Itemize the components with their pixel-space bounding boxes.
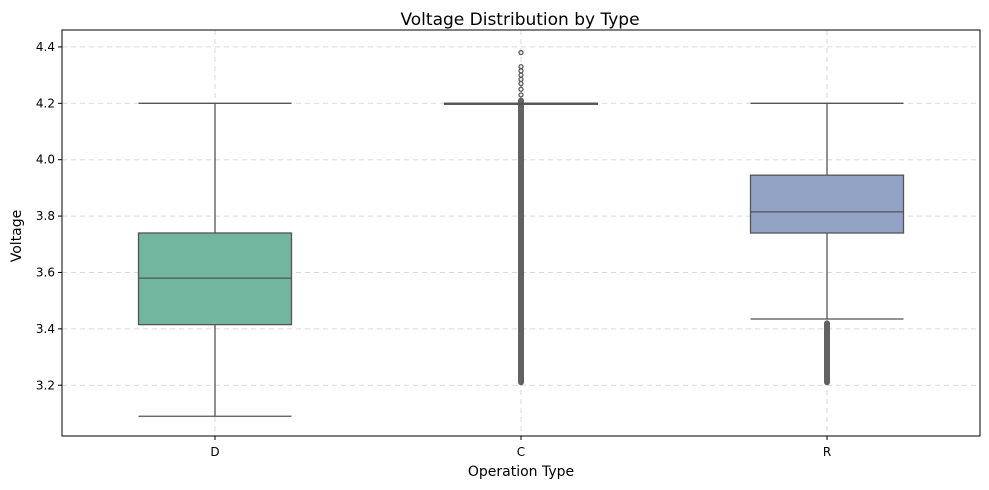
y-tick-label: 4.4 bbox=[36, 40, 55, 54]
y-tick-label: 3.8 bbox=[36, 209, 55, 223]
x-axis-label: Operation Type bbox=[468, 464, 574, 480]
box-group-r bbox=[749, 102, 905, 386]
y-tick-label: 3.6 bbox=[36, 265, 55, 279]
x-tick-label: D bbox=[210, 445, 219, 459]
box-group-d bbox=[137, 102, 293, 417]
y-tick-label: 3.4 bbox=[36, 322, 55, 336]
box-r bbox=[749, 174, 905, 234]
y-tick-layer: 3.2 3.4 3.6 3.8 4.0 4.2 4.4 bbox=[36, 40, 62, 392]
outlier-point bbox=[518, 86, 524, 92]
box-layer bbox=[137, 49, 905, 417]
chart-title: Voltage Distribution by Type bbox=[400, 10, 639, 30]
outlier-point bbox=[518, 64, 524, 70]
y-tick-label: 4.0 bbox=[36, 153, 55, 167]
y-axis-label: Voltage bbox=[9, 210, 25, 263]
outlier-point bbox=[518, 92, 524, 98]
x-tick-label: C bbox=[517, 445, 525, 459]
x-tick-label: R bbox=[823, 445, 831, 459]
box-d bbox=[137, 232, 293, 326]
outlier-point bbox=[518, 80, 524, 87]
y-tick-label: 3.2 bbox=[36, 378, 55, 392]
box-group-c bbox=[443, 49, 599, 386]
outlier-point bbox=[518, 49, 524, 56]
outlier-column bbox=[824, 320, 830, 386]
y-tick-label: 4.2 bbox=[36, 96, 55, 110]
outlier-column bbox=[518, 97, 524, 386]
